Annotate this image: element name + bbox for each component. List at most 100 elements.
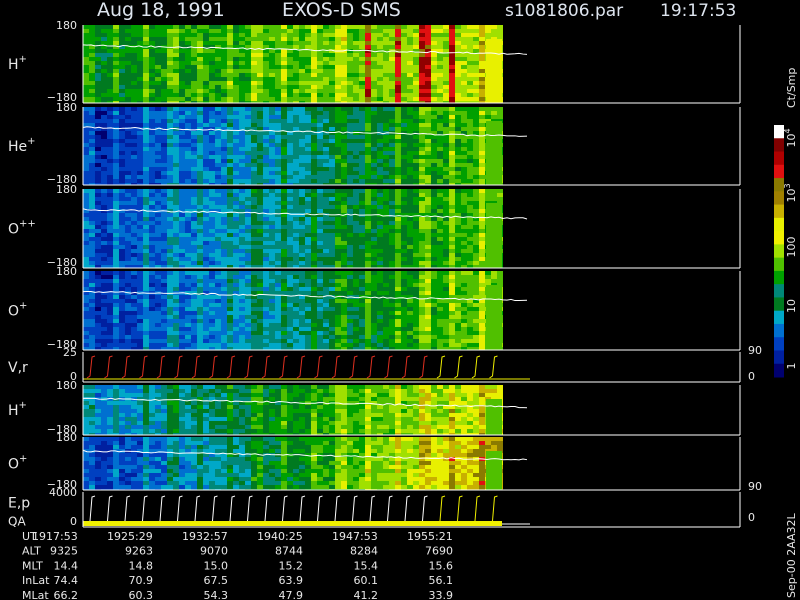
spectrogram-cell <box>173 193 179 197</box>
spectrogram-cell <box>371 241 377 245</box>
spectrogram-cell <box>341 29 347 33</box>
spectrogram-cell <box>275 123 281 127</box>
spectrogram-cell <box>263 261 269 265</box>
spectrogram-cell <box>167 319 173 323</box>
spectrogram-cell <box>431 49 437 53</box>
spectrogram-cell <box>89 261 95 265</box>
spectrogram-cell <box>275 89 281 93</box>
spectrogram-cell <box>401 123 407 127</box>
spectrogram-cell <box>335 101 341 103</box>
spectrogram-cell <box>209 139 215 143</box>
spectrogram-cell <box>107 249 113 253</box>
spectrogram-cell <box>137 299 143 303</box>
spectrogram-cell <box>269 93 275 97</box>
spectrogram-cell <box>263 53 269 57</box>
spectrogram-cell <box>179 29 185 33</box>
spectrogram-cell <box>227 135 233 139</box>
spectrogram-cell <box>227 25 233 29</box>
spectrogram-cell <box>485 33 491 37</box>
spectrogram-cell <box>437 189 443 193</box>
spectrogram-cell <box>293 189 299 193</box>
spectrogram-cell <box>311 81 317 85</box>
spectrogram-cell <box>101 323 107 327</box>
spectrogram-cell <box>371 205 377 209</box>
spectrogram-cell <box>131 201 137 205</box>
spectrogram-cell <box>137 77 143 81</box>
spectrogram-cell <box>317 205 323 209</box>
spectrogram-cell <box>425 237 431 241</box>
spectrogram-cell <box>155 257 161 261</box>
spectrogram-cell <box>467 77 473 81</box>
spectrogram-cell <box>407 245 413 249</box>
spectrogram-cell <box>455 107 461 111</box>
spectrogram-cell <box>281 237 287 241</box>
spectrogram-cell <box>323 131 329 135</box>
spectrogram-cell <box>269 257 275 261</box>
spectrogram-cell <box>131 29 137 33</box>
spectrogram-cell <box>167 271 173 275</box>
spectrogram-cell <box>263 311 269 315</box>
spectrogram-cell <box>119 183 125 185</box>
spectrogram-cell <box>233 139 239 143</box>
spectrogram-cell <box>317 65 323 69</box>
spectrogram-cell <box>185 327 191 331</box>
spectrogram-cell <box>83 347 89 350</box>
spectrogram-cell <box>245 339 251 343</box>
spectrogram-cell <box>233 41 239 45</box>
spectrogram-cell <box>179 245 185 249</box>
spectrogram-cell <box>401 107 407 111</box>
spectrogram-cell <box>341 197 347 201</box>
spectrogram-cell <box>209 315 215 319</box>
spectrogram-cell <box>257 147 263 151</box>
spectrogram-cell <box>101 189 107 193</box>
spectrogram-cell <box>335 143 341 147</box>
spectrogram-cell <box>131 319 137 323</box>
spectrogram-cell <box>173 183 179 185</box>
spectrogram-cell <box>227 271 233 275</box>
spectrogram-cell <box>149 241 155 245</box>
spectrogram-cell <box>383 123 389 127</box>
spectrogram-cell <box>179 295 185 299</box>
spectrogram-cell <box>389 229 395 233</box>
spectrogram-cell <box>233 61 239 65</box>
spectrogram-cell <box>245 147 251 151</box>
spectrogram-cell <box>491 29 497 33</box>
spectrogram-cell <box>461 147 467 151</box>
spectrogram-cell <box>305 57 311 61</box>
spectrogram-cell <box>425 101 431 103</box>
spectrogram-cell <box>299 233 305 237</box>
spectrogram-cell <box>233 287 239 291</box>
spectrogram-cell <box>287 85 293 89</box>
spectrogram-cell <box>293 93 299 97</box>
spectrogram-cell <box>179 37 185 41</box>
spectrogram-cell <box>281 279 287 283</box>
spectrogram-cell <box>137 343 143 347</box>
spectrogram-cell <box>395 183 401 185</box>
spectrogram-cell <box>353 159 359 163</box>
spectrogram-cell <box>83 217 89 221</box>
spectrogram-cell <box>257 33 263 37</box>
spectrogram-cell <box>287 69 293 73</box>
spectrogram-cell <box>161 57 167 61</box>
spectrogram-cell <box>191 245 197 249</box>
spectrogram-cell <box>377 201 383 205</box>
spectrogram-cell <box>377 171 383 175</box>
spectrogram-cell <box>155 89 161 93</box>
spectrogram-cell <box>215 299 221 303</box>
spectrogram-cell <box>281 249 287 253</box>
spectrogram-cell <box>275 237 281 241</box>
spectrogram-cell <box>461 265 467 268</box>
spectrogram-cell <box>377 123 383 127</box>
spectrogram-cell <box>299 93 305 97</box>
spectrogram-cell <box>281 245 287 249</box>
spectrogram-cell <box>89 229 95 233</box>
spectrogram-cell <box>221 123 227 127</box>
spectrogram-cell <box>197 315 203 319</box>
spectrogram-cell <box>131 101 137 103</box>
spectrogram-cell <box>401 101 407 103</box>
spectrogram-cell <box>161 97 167 101</box>
spectrogram-cell <box>437 119 443 123</box>
spectrogram-cell <box>251 241 257 245</box>
spectrogram-cell <box>281 175 287 179</box>
spectrogram-cell <box>467 45 473 49</box>
